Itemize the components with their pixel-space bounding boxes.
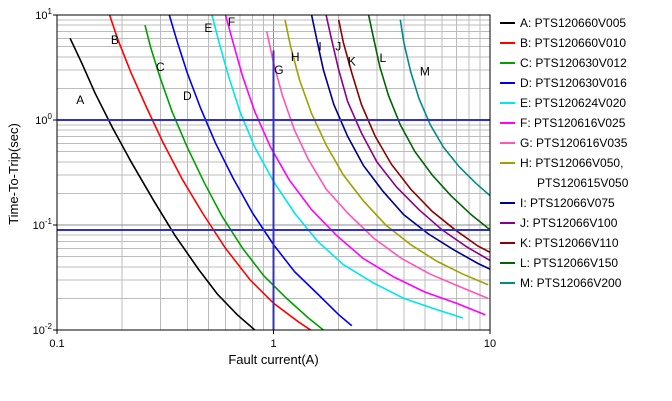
legend-label: M: PTS12066V200: [520, 276, 622, 290]
legend-item: F: PTS120616V025: [500, 113, 628, 133]
legend-item: E: PTS120624V020: [500, 93, 628, 113]
x-tick-label: 10: [484, 338, 496, 350]
curve-B: [108, 15, 312, 330]
legend-swatch: [500, 202, 515, 204]
legend-swatch: [500, 82, 515, 84]
legend-swatch: [500, 162, 515, 164]
curve-label-C: C: [156, 60, 165, 74]
curve-D: [168, 15, 353, 327]
curve-label-B: B: [111, 33, 119, 47]
legend-item: H: PTS12066V050, PTS120615V050: [500, 153, 628, 193]
legend-swatch: [500, 122, 515, 124]
legend-swatch: [500, 142, 515, 144]
curve-G: [265, 31, 489, 300]
legend-swatch: [500, 62, 515, 64]
curve-J: [325, 15, 490, 262]
curve-label-F: F: [228, 15, 235, 29]
legend-item: K: PTS12066V110: [500, 233, 628, 253]
curve-label-M: M: [420, 64, 430, 78]
curve-label-K: K: [348, 55, 356, 69]
x-tick-label: 1: [270, 338, 276, 350]
y-tick-label: 101: [35, 7, 52, 22]
legend-label: B: PTS120660V010: [520, 36, 627, 50]
legend-label: L: PTS12066V150: [520, 256, 619, 270]
legend: A: PTS120660V005 B: PTS120660V010 C: PTS12…: [500, 13, 628, 293]
curve-H: [284, 19, 489, 286]
curve-label-H: H: [291, 50, 300, 64]
legend-label: E: PTS120624V020: [520, 96, 627, 110]
legend-item: L: PTS12066V150: [500, 253, 628, 273]
legend-label: F: PTS120616V025: [520, 116, 626, 130]
curve-label-D: D: [183, 89, 192, 103]
legend-swatch: [500, 222, 515, 224]
legend-swatch: [500, 262, 515, 264]
legend-item: M: PTS12066V200: [500, 273, 628, 293]
curve-label-E: E: [204, 21, 212, 35]
curve-A: [69, 37, 256, 330]
y-tick-label: 10-1: [33, 217, 53, 232]
curve-F: [224, 15, 486, 316]
legend-item: G: PTS120616V035: [500, 133, 628, 153]
curve-M: [399, 19, 490, 197]
legend-item: B: PTS120660V010: [500, 33, 628, 53]
curve-I: [310, 15, 490, 270]
legend-swatch: [500, 242, 515, 244]
curve-C: [144, 25, 324, 330]
curve-label-J: J: [335, 40, 341, 54]
legend-label: A: PTS120660V005: [520, 16, 627, 30]
legend-item: D: PTS120630V016: [500, 73, 628, 93]
legend-label: C: PTS120630V012: [520, 56, 627, 70]
legend-label: I: PTS12066V075: [520, 196, 615, 210]
curve-K: [337, 19, 490, 254]
y-tick-label: 10-2: [33, 322, 53, 337]
legend-item: A: PTS120660V005: [500, 13, 628, 33]
legend-item: C: PTS120630V012: [500, 53, 628, 73]
y-tick-label: 100: [35, 112, 52, 127]
curve-label-A: A: [76, 93, 84, 107]
x-axis-title: Fault current(A): [228, 352, 319, 367]
curve-label-I: I: [318, 40, 321, 54]
legend-label: H: PTS12066V050,: [520, 156, 624, 170]
legend-label: K: PTS12066V110: [520, 236, 619, 250]
legend-swatch: [500, 22, 515, 24]
legend-item: J: PTS12066V100: [500, 213, 628, 233]
legend-label: D: PTS120630V016: [520, 76, 627, 90]
legend-swatch: [500, 282, 515, 284]
curve-L: [367, 15, 490, 231]
legend-swatch: [500, 42, 515, 44]
legend-label: J: PTS12066V100: [520, 216, 618, 230]
legend-label: G: PTS120616V035: [520, 136, 628, 150]
legend-item: I: PTS12066V075: [500, 193, 628, 213]
legend-label: PTS120615V050: [537, 176, 629, 190]
legend-swatch: [500, 102, 515, 104]
x-tick-label: 0.1: [49, 338, 64, 350]
y-axis-title: Time-To-Trip(sec): [6, 123, 21, 225]
curve-label-L: L: [380, 51, 387, 65]
curve-label-G: G: [274, 63, 283, 77]
curve-E: [211, 15, 464, 319]
